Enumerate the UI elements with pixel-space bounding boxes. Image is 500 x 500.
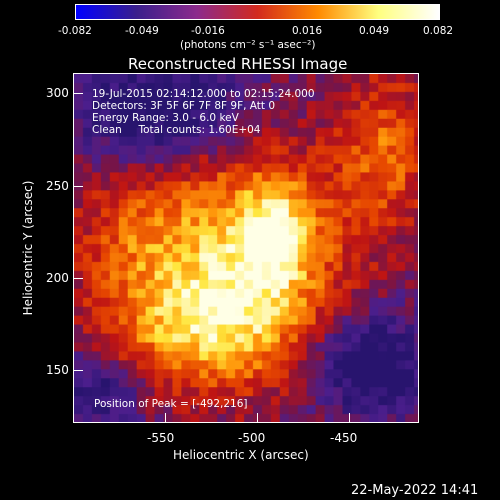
y-tick-label: 250	[46, 179, 69, 193]
plot-area	[73, 73, 419, 423]
y-tick-mark	[73, 370, 83, 371]
y-tick-label: 200	[46, 271, 69, 285]
info-line-time: 19-Jul-2015 02:14:12.000 to 02:15:24.000	[92, 88, 315, 100]
x-axis-label: Heliocentric X (arcsec)	[173, 448, 309, 462]
colorbar-tick-3: 0.016	[292, 25, 323, 37]
y-tick-mark	[73, 186, 83, 187]
x-tick-label: -500	[238, 431, 266, 445]
colorbar-unit-label: (photons cm⁻² s⁻¹ asec⁻²)	[180, 39, 316, 51]
colorbar-tick-2: -0.016	[191, 25, 225, 37]
info-line-clean: Clean Total counts: 1.60E+04	[92, 124, 261, 136]
x-tick-label: -550	[147, 431, 175, 445]
y-tick-mark	[73, 93, 83, 94]
y-tick-label: 300	[46, 86, 69, 100]
colorbar-tick-0: -0.082	[58, 25, 92, 37]
info-line-energy: Energy Range: 3.0 - 6.0 keV	[92, 112, 239, 124]
plot-title: Reconstructed RHESSI Image	[128, 55, 348, 73]
y-tick-mark	[73, 278, 83, 279]
x-tick-mark	[257, 413, 258, 423]
colorbar-tick-1: -0.049	[125, 25, 159, 37]
x-tick-mark	[349, 413, 350, 423]
colorbar	[75, 4, 440, 20]
footer-timestamp: 22-May-2022 14:41	[351, 483, 479, 498]
y-axis-label: Heliocentric Y (arcsec)	[21, 180, 35, 316]
peak-position-label: Position of Peak = [-492,216]	[94, 398, 248, 410]
colorbar-tick-4: 0.049	[359, 25, 390, 37]
colorbar-tick-5: 0.082	[423, 25, 454, 37]
y-tick-label: 150	[46, 363, 69, 377]
x-tick-label: -450	[330, 431, 358, 445]
info-line-detectors: Detectors: 3F 5F 6F 7F 8F 9F, Att 0	[92, 100, 276, 112]
rhessi-image	[74, 74, 418, 422]
x-tick-mark	[165, 413, 166, 423]
